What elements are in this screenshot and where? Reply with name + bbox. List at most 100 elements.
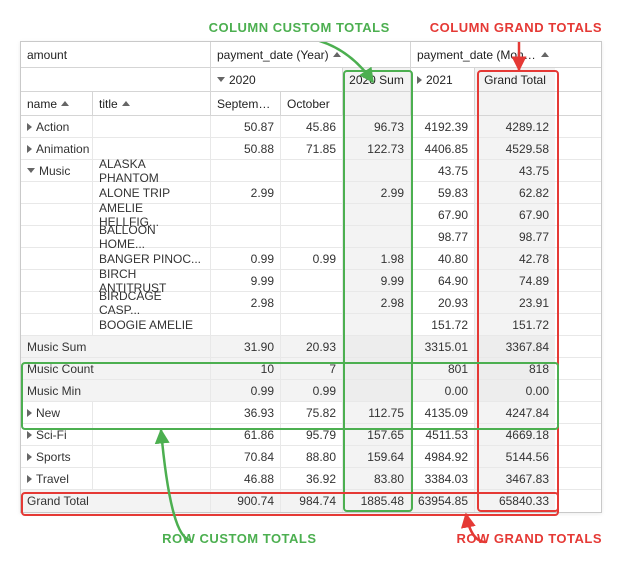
- value-cell: 818: [475, 358, 555, 379]
- data-row[interactable]: Action50.8745.8696.734192.394289.12: [21, 116, 601, 138]
- sum-2020-label: 2020 Sum: [349, 73, 404, 87]
- value-cell: 95.79: [281, 424, 343, 445]
- value-cell: 4511.53: [411, 424, 475, 445]
- value-cell: 88.80: [281, 446, 343, 467]
- value-cell: 10: [211, 358, 281, 379]
- value-cell: 1885.48: [343, 490, 411, 512]
- row-label: Music Count: [21, 358, 211, 379]
- value-cell: 0.99: [281, 248, 343, 269]
- label-row-custom-totals: ROW CUSTOM TOTALS: [162, 531, 316, 546]
- name-cell[interactable]: Sports: [21, 446, 93, 467]
- value-cell: 4289.12: [475, 116, 555, 137]
- category-label: Action: [36, 120, 69, 134]
- value-cell: 75.82: [281, 402, 343, 423]
- sort-asc-icon: [61, 101, 69, 106]
- value-cell: 96.73: [343, 116, 411, 137]
- aggregate-row[interactable]: Music Min0.990.990.000.00: [21, 380, 601, 402]
- value-cell: [343, 336, 411, 357]
- title-cell: [93, 424, 211, 445]
- name-cell[interactable]: Travel: [21, 468, 93, 489]
- data-row[interactable]: BOOGIE AMELIE151.72151.72: [21, 314, 601, 336]
- blank-corner: [21, 68, 211, 91]
- value-cell: 159.64: [343, 446, 411, 467]
- collapsed-icon: [27, 123, 32, 131]
- data-row[interactable]: Travel46.8836.9283.803384.033467.83: [21, 468, 601, 490]
- value-cell: 7: [281, 358, 343, 379]
- value-cell: 4135.09: [411, 402, 475, 423]
- title-header[interactable]: title: [93, 92, 211, 115]
- value-cell: 20.93: [281, 336, 343, 357]
- title-cell: BIRDCAGE CASP...: [93, 292, 211, 313]
- value-cell: 43.75: [475, 160, 555, 181]
- name-cell[interactable]: New: [21, 402, 93, 423]
- value-cell: [211, 226, 281, 247]
- measure-header[interactable]: amount: [21, 42, 211, 67]
- value-cell: 3384.03: [411, 468, 475, 489]
- year-2020-header[interactable]: 2020: [211, 68, 343, 91]
- october-header[interactable]: October: [281, 92, 343, 115]
- category-label: New: [36, 406, 60, 420]
- data-row[interactable]: Sports70.8488.80159.644984.925144.56: [21, 446, 601, 468]
- row-label: Music Sum: [21, 336, 211, 357]
- september-label: September: [217, 97, 274, 111]
- name-cell[interactable]: Animation: [21, 138, 93, 159]
- value-cell: 74.89: [475, 270, 555, 291]
- name-cell[interactable]: Sci-Fi: [21, 424, 93, 445]
- label-col-grand-totals: COLUMN GRAND TOTALS: [430, 20, 602, 35]
- value-cell: 40.80: [411, 248, 475, 269]
- data-row[interactable]: BIRDCAGE CASP...2.982.9820.9323.91: [21, 292, 601, 314]
- name-header[interactable]: name: [21, 92, 93, 115]
- value-cell: 4669.18: [475, 424, 555, 445]
- value-cell: 151.72: [475, 314, 555, 335]
- aggregate-row[interactable]: Music Count107801818: [21, 358, 601, 380]
- value-cell: 4984.92: [411, 446, 475, 467]
- year-2021-header[interactable]: 2021: [411, 68, 475, 91]
- data-row[interactable]: MusicALASKA PHANTOM43.7543.75: [21, 160, 601, 182]
- name-cell: [21, 292, 93, 313]
- name-cell[interactable]: Action: [21, 116, 93, 137]
- value-cell: 984.74: [281, 490, 343, 512]
- value-cell: 42.78: [475, 248, 555, 269]
- grand-total-row[interactable]: Grand Total900.74984.741885.4863954.8565…: [21, 490, 601, 512]
- collapsed-icon: [27, 145, 32, 153]
- value-cell: [281, 226, 343, 247]
- label-row-grand-totals: ROW GRAND TOTALS: [457, 531, 602, 546]
- data-row[interactable]: BALLOON HOME...98.7798.77: [21, 226, 601, 248]
- year-2021-label: 2021: [426, 73, 453, 87]
- title-cell: ALASKA PHANTOM: [93, 160, 211, 181]
- value-cell: 70.84: [211, 446, 281, 467]
- value-cell: 31.90: [211, 336, 281, 357]
- title-cell: BALLOON HOME...: [93, 226, 211, 247]
- pivot-grid: amount payment_date (Year) payment_date …: [20, 41, 602, 513]
- expanded-icon: [27, 168, 35, 173]
- value-cell: 3315.01: [411, 336, 475, 357]
- aggregate-row[interactable]: Music Sum31.9020.933315.013367.84: [21, 336, 601, 358]
- value-cell: 0.00: [411, 380, 475, 401]
- value-cell: 4192.39: [411, 116, 475, 137]
- data-row[interactable]: New36.9375.82112.754135.094247.84: [21, 402, 601, 424]
- value-cell: [211, 204, 281, 225]
- name-label: name: [27, 97, 57, 111]
- value-cell: 64.90: [411, 270, 475, 291]
- collapsed-icon: [27, 475, 32, 483]
- value-cell: 3467.83: [475, 468, 555, 489]
- month-field-header[interactable]: payment_date (Month): [411, 42, 555, 67]
- value-cell: 9.99: [343, 270, 411, 291]
- value-cell: 71.85: [281, 138, 343, 159]
- row-label: Grand Total: [21, 490, 211, 512]
- month-field-label: payment_date (Month): [417, 48, 537, 62]
- name-cell[interactable]: Music: [21, 160, 93, 181]
- year-field-label: payment_date (Year): [217, 48, 329, 62]
- title-cell: BOOGIE AMELIE: [93, 314, 211, 335]
- value-cell: 23.91: [475, 292, 555, 313]
- year-2020-label: 2020: [229, 73, 256, 87]
- value-cell: 50.87: [211, 116, 281, 137]
- value-cell: [211, 160, 281, 181]
- value-cell: 157.65: [343, 424, 411, 445]
- data-row[interactable]: Sci-Fi61.8695.79157.654511.534669.18: [21, 424, 601, 446]
- year-field-header[interactable]: payment_date (Year): [211, 42, 411, 67]
- september-header[interactable]: September: [211, 92, 281, 115]
- sum-spacer: [343, 92, 411, 115]
- value-cell: 112.75: [343, 402, 411, 423]
- row-label: Music Min: [21, 380, 211, 401]
